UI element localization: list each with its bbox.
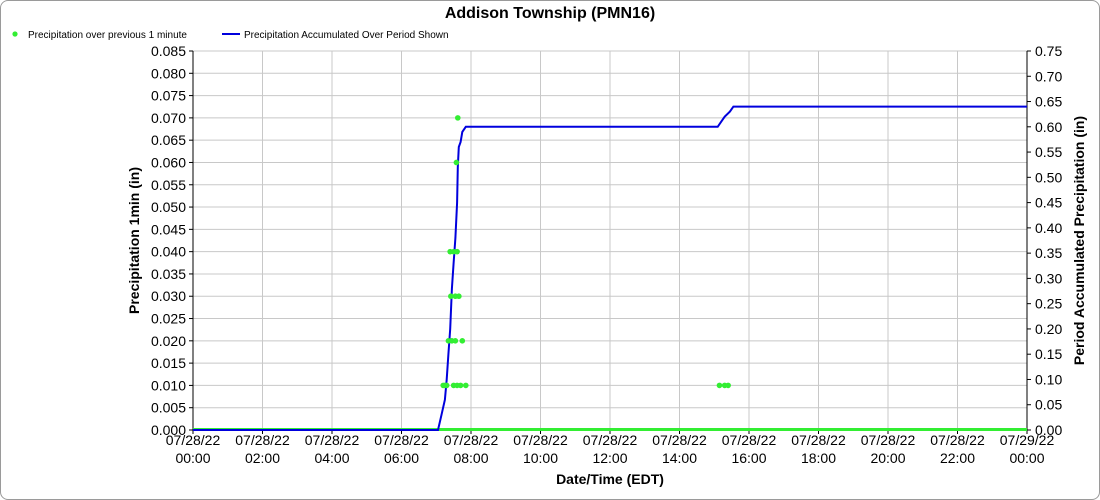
y2-tick-label: 0.70 <box>1035 68 1062 84</box>
x-tick-date: 07/28/22 <box>166 432 221 448</box>
x-tick-time: 02:00 <box>245 450 280 466</box>
y-tick-label: 0.005 <box>151 400 186 416</box>
grid-lines <box>192 50 1028 431</box>
x-tick-time: 22:00 <box>940 450 975 466</box>
y-tick-label: 0.035 <box>151 266 186 282</box>
y-tick-label: 0.070 <box>151 110 186 126</box>
x-tick-date: 07/28/22 <box>861 432 916 448</box>
y-axis-title: Precipitation 1min (in) <box>126 167 142 314</box>
scatter-point <box>459 338 466 344</box>
legend-label-scatter: Precipitation over previous 1 minute <box>28 30 187 41</box>
y-tick-label: 0.015 <box>151 355 186 371</box>
x-tick-date: 07/29/22 <box>1000 432 1055 448</box>
x-tick-time: 14:00 <box>662 450 697 466</box>
scatter-point <box>456 293 462 300</box>
y2-tick-label: 0.50 <box>1035 169 1062 185</box>
y-tick-label: 0.010 <box>151 377 186 393</box>
y2-tick-label: 0.75 <box>1035 43 1062 59</box>
y-tick-label: 0.000 <box>151 422 186 438</box>
y2-tick-label: 0.55 <box>1035 144 1062 160</box>
y-tick-label: 0.020 <box>151 333 186 349</box>
y2-tick-label: 0.30 <box>1035 270 1062 286</box>
y2-tick-label: 0.25 <box>1035 296 1062 312</box>
x-tick-time: 18:00 <box>801 450 836 466</box>
x-tick-time: 06:00 <box>384 450 419 466</box>
y2-tick-label: 0.45 <box>1035 195 1062 211</box>
y2-tick-label: 0.15 <box>1035 346 1062 362</box>
scatter-points <box>440 115 731 389</box>
y2-tick-label: 0.65 <box>1035 94 1062 110</box>
scatter-point <box>453 159 460 166</box>
x-tick-date: 07/28/22 <box>791 432 846 448</box>
scatter-point <box>454 248 460 255</box>
y2-tick-label: 0.60 <box>1035 119 1062 135</box>
scatter-point <box>716 382 723 389</box>
y-tick-label: 0.060 <box>151 154 186 170</box>
y2-tick-label: 0.10 <box>1035 371 1062 387</box>
y-tick-label: 0.040 <box>151 244 186 260</box>
y-tick-label: 0.085 <box>151 43 186 59</box>
x-tick-date: 07/28/22 <box>652 432 707 448</box>
x-tick-time: 04:00 <box>314 450 349 466</box>
x-tick-time: 12:00 <box>592 450 627 466</box>
legend-label-line: Precipitation Accumulated Over Period Sh… <box>244 30 449 41</box>
y2-tick-label: 0.40 <box>1035 220 1062 236</box>
y2-tick-label: 0.35 <box>1035 245 1062 261</box>
x-tick-date: 07/28/22 <box>374 432 429 448</box>
scatter-point <box>725 382 731 389</box>
y-tick-label: 0.075 <box>151 88 186 104</box>
y-tick-label: 0.030 <box>151 288 186 304</box>
y2-axis-title: Period Accumulated Precipitation (in) <box>1071 116 1087 365</box>
x-tick-date: 07/28/22 <box>930 432 985 448</box>
x-tick-time: 10:00 <box>523 450 558 466</box>
y-tick-label: 0.050 <box>151 199 186 215</box>
y2-tick-label: 0.00 <box>1035 422 1062 438</box>
x-tick-time: 16:00 <box>731 450 766 466</box>
x-axis-title: Date/Time (EDT) <box>556 471 664 487</box>
x-tick-time: 08:00 <box>453 450 488 466</box>
scatter-point <box>462 382 469 389</box>
x-tick-time: 20:00 <box>870 450 905 466</box>
legend: Precipitation over previous 1 minute Prec… <box>12 30 449 41</box>
x-tick-date: 07/28/22 <box>305 432 360 448</box>
scatter-point <box>457 382 464 389</box>
x-tick-time: 00:00 <box>1009 450 1044 466</box>
y2-tick-label: 0.05 <box>1035 397 1062 413</box>
y-tick-label: 0.045 <box>151 221 186 237</box>
y-tick-label: 0.065 <box>151 132 186 148</box>
y2-tick-label: 0.20 <box>1035 321 1062 337</box>
chart-title: Addison Township (PMN16) <box>445 5 655 22</box>
x-tick-date: 07/28/22 <box>513 432 568 448</box>
legend-marker-scatter <box>12 31 18 37</box>
scatter-point <box>448 293 454 300</box>
y-tick-label: 0.025 <box>151 311 186 327</box>
x-tick-time: 00:00 <box>175 450 210 466</box>
y-tick-label: 0.080 <box>151 65 186 81</box>
x-tick-date: 07/28/22 <box>722 432 777 448</box>
scatter-point <box>443 382 450 389</box>
y-tick-label: 0.055 <box>151 177 186 193</box>
x-tick-date: 07/28/22 <box>235 432 290 448</box>
x-tick-date: 07/28/22 <box>444 432 499 448</box>
x-tick-date: 07/28/22 <box>583 432 638 448</box>
scatter-point <box>452 338 459 344</box>
scatter-point <box>454 115 461 121</box>
